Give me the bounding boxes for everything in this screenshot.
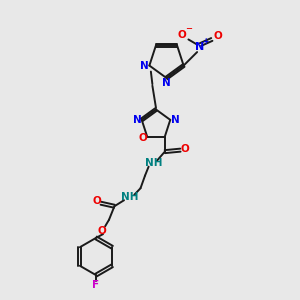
Text: F: F — [92, 280, 100, 290]
Text: N: N — [195, 42, 204, 52]
Text: O: O — [180, 144, 189, 154]
Text: NH: NH — [121, 192, 138, 202]
Text: +: + — [202, 37, 208, 46]
Text: O: O — [178, 30, 187, 40]
Text: N: N — [171, 115, 179, 125]
Text: NH: NH — [145, 158, 162, 168]
Text: O: O — [92, 196, 101, 206]
Text: O: O — [213, 31, 222, 40]
Text: N: N — [162, 78, 171, 88]
Text: O: O — [97, 226, 106, 236]
Text: O: O — [138, 133, 147, 143]
Text: N: N — [133, 115, 141, 125]
Text: N: N — [140, 61, 149, 71]
Text: −: − — [185, 25, 192, 34]
